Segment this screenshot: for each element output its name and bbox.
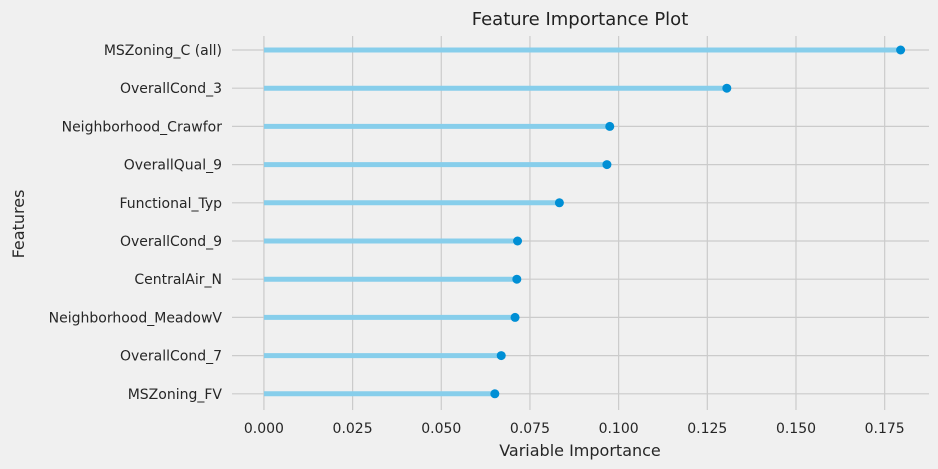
y-tick-labels: MSZoning_C (all) OverallCond_3 Neighborhoo… xyxy=(49,43,223,403)
x-tick-label: 0.125 xyxy=(687,421,727,437)
y-tick-label: OverallCond_9 xyxy=(120,234,222,250)
y-gridlines xyxy=(232,49,929,395)
y-axis-label: Features xyxy=(9,190,28,259)
y-tick-label: MSZoning_FV xyxy=(128,387,223,403)
y-tick-label: MSZoning_C (all) xyxy=(104,43,222,59)
marker-point xyxy=(722,83,732,93)
x-tick-label: 0.075 xyxy=(510,421,550,437)
y-tick-label: OverallCond_3 xyxy=(120,81,222,97)
stems xyxy=(263,47,901,397)
x-tick-label: 0.000 xyxy=(244,421,284,437)
x-gridlines xyxy=(263,36,886,410)
y-tick-label: Neighborhood_MeadowV xyxy=(49,310,223,326)
y-tick-label: OverallQual_9 xyxy=(124,158,222,174)
marker-point xyxy=(605,121,615,131)
y-tick-label: OverallCond_7 xyxy=(120,349,222,365)
x-axis-label: Variable Importance xyxy=(499,441,661,460)
y-tick-label: Functional_Typ xyxy=(119,196,222,212)
marker-point xyxy=(490,389,500,399)
x-tick-labels: 0.000 0.025 0.050 0.075 0.100 0.125 0.150 0.175 xyxy=(244,421,905,437)
y-tick-label: Neighborhood_Crawfor xyxy=(62,119,223,135)
x-tick-label: 0.050 xyxy=(421,421,461,437)
x-tick-label: 0.175 xyxy=(865,421,905,437)
marker-point xyxy=(602,160,612,170)
marker-point xyxy=(554,198,564,208)
marker-point xyxy=(496,351,506,361)
x-tick-label: 0.100 xyxy=(599,421,639,437)
marker-point xyxy=(510,312,520,322)
marker-point xyxy=(513,236,523,246)
markers xyxy=(490,45,906,399)
marker-point xyxy=(512,274,522,284)
x-tick-label: 0.150 xyxy=(776,421,816,437)
x-tick-label: 0.025 xyxy=(333,421,373,437)
chart-title: Feature Importance Plot xyxy=(472,9,689,30)
marker-point xyxy=(896,45,906,55)
y-tick-label: CentralAir_N xyxy=(134,272,222,288)
